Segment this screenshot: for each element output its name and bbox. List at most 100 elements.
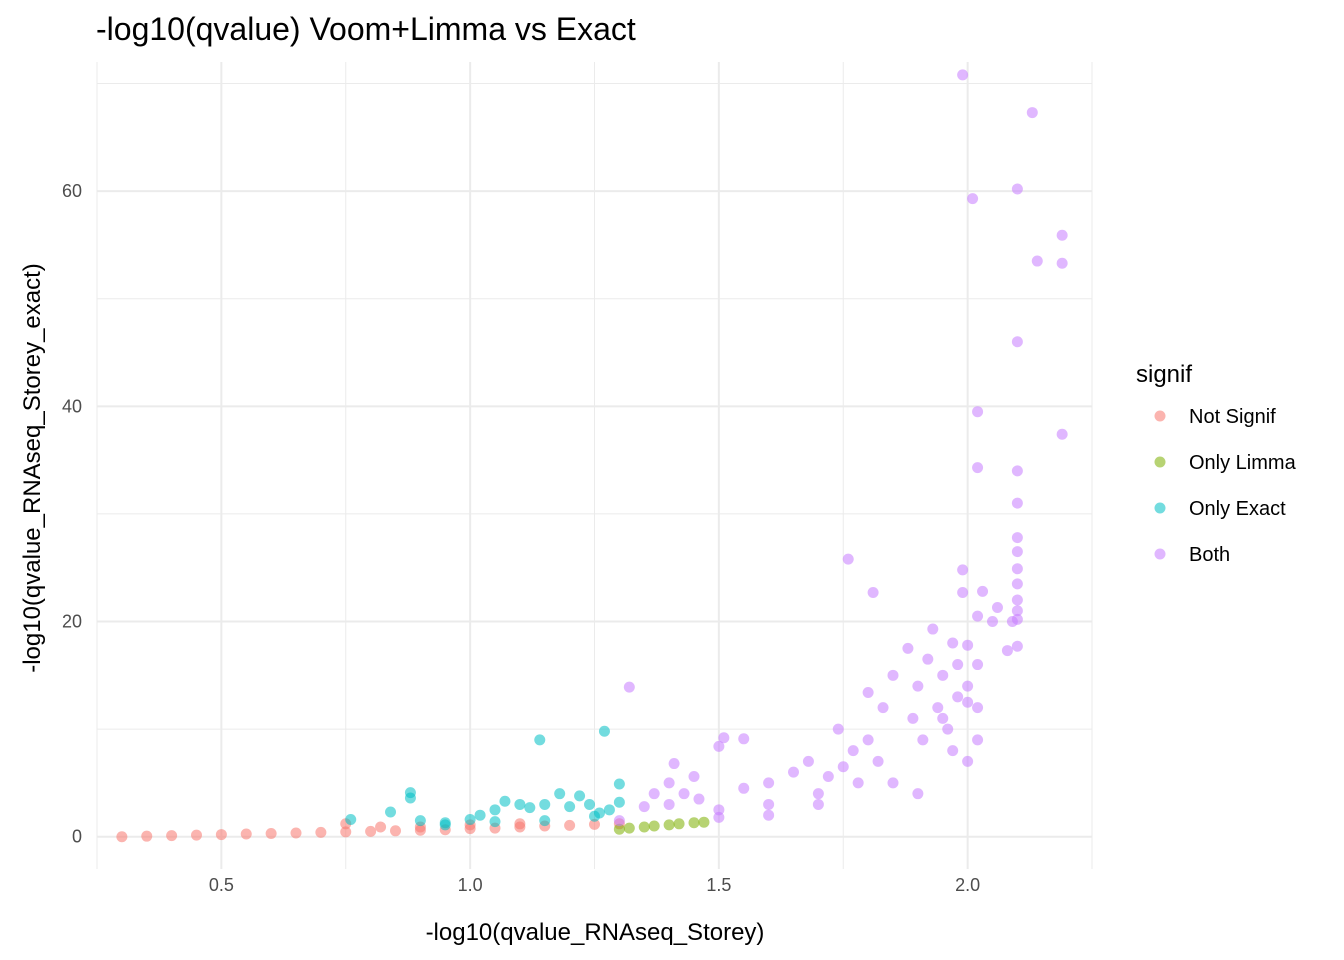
data-point <box>404 792 416 804</box>
legend-key <box>1154 410 1166 422</box>
data-point <box>922 653 934 665</box>
data-point <box>613 778 625 790</box>
data-point <box>987 616 998 628</box>
data-point <box>240 828 252 840</box>
data-point <box>116 831 128 843</box>
data-point <box>191 829 202 841</box>
data-point <box>927 623 939 635</box>
data-point <box>663 798 675 810</box>
data-point <box>375 821 387 833</box>
data-point <box>932 702 944 714</box>
data-point <box>977 585 989 597</box>
data-point <box>812 798 824 810</box>
data-point <box>663 819 675 831</box>
data-point <box>603 804 615 816</box>
data-point <box>564 819 576 831</box>
data-point <box>1011 465 1023 477</box>
legend-label: Both <box>1189 544 1230 566</box>
legend-title: signif <box>1136 361 1192 388</box>
data-point <box>464 814 476 826</box>
data-point <box>842 553 854 565</box>
data-point <box>613 796 625 808</box>
data-point <box>693 793 705 805</box>
data-point <box>598 725 610 737</box>
data-point <box>623 822 635 834</box>
data-point <box>345 814 357 826</box>
data-point <box>937 712 949 724</box>
data-point <box>1011 183 1023 195</box>
legend-key <box>1154 456 1166 468</box>
legend-label: Only Exact <box>1189 498 1286 520</box>
data-point <box>638 821 650 833</box>
data-point <box>698 816 710 828</box>
data-point <box>957 564 969 576</box>
data-point <box>265 827 277 839</box>
data-point <box>991 602 1003 614</box>
data-point <box>902 642 914 654</box>
x-tick-label: 0.5 <box>209 875 234 895</box>
data-point <box>638 801 650 813</box>
data-point <box>1001 645 1013 657</box>
x-tick-label: 1.5 <box>706 875 731 895</box>
data-point <box>1056 257 1068 269</box>
data-point <box>972 702 984 714</box>
data-point <box>962 696 974 708</box>
x-tick-label: 2.0 <box>955 875 980 895</box>
x-axis-tick-labels: 0.5 1.0 1.5 2.0 <box>209 875 980 895</box>
data-point <box>957 69 969 81</box>
y-tick-label: 40 <box>62 396 82 416</box>
data-point <box>713 804 725 816</box>
data-point <box>952 691 964 703</box>
series-only-limma <box>613 816 710 835</box>
data-point <box>1011 497 1023 509</box>
data-point <box>489 816 501 828</box>
data-point <box>852 777 864 789</box>
data-point <box>763 809 775 821</box>
data-point <box>688 770 700 782</box>
data-point <box>962 680 974 692</box>
data-point <box>812 788 824 800</box>
data-point <box>414 815 426 827</box>
data-point <box>713 811 725 823</box>
data-point <box>141 830 153 842</box>
data-point <box>972 462 984 474</box>
data-point <box>439 819 451 831</box>
y-axis-title: -log10(qvalue_RNAseq_Storey_exact) <box>19 263 46 673</box>
data-point <box>937 669 949 681</box>
data-point <box>1011 640 1023 652</box>
data-point <box>877 702 889 714</box>
data-point <box>947 745 959 757</box>
data-point <box>688 817 700 829</box>
legend-key <box>1154 548 1166 560</box>
y-axis-tick-labels: 0 20 40 60 <box>62 181 82 847</box>
data-point <box>678 788 690 800</box>
data-point <box>867 586 879 598</box>
data-point <box>738 782 750 794</box>
data-point <box>967 193 979 205</box>
legend: signif Not Signif Only Limma Only Exact Bot… <box>1136 361 1297 566</box>
data-point <box>290 827 302 839</box>
data-point <box>390 825 401 837</box>
data-point <box>962 639 974 651</box>
data-point <box>872 755 884 767</box>
data-point <box>1011 563 1023 575</box>
data-point <box>385 806 397 818</box>
data-point <box>763 798 775 810</box>
data-point <box>952 659 964 671</box>
data-point <box>1011 605 1023 617</box>
data-point <box>564 801 576 813</box>
data-point <box>673 818 685 830</box>
data-point <box>1011 613 1023 625</box>
y-tick-label: 60 <box>62 181 82 201</box>
data-point <box>554 788 566 800</box>
data-point <box>613 823 625 835</box>
data-point <box>574 790 586 802</box>
data-point <box>1011 532 1023 544</box>
data-point <box>917 734 929 746</box>
data-point <box>215 829 227 841</box>
data-point <box>514 818 526 830</box>
data-point <box>832 723 844 735</box>
y-tick-label: 0 <box>72 827 82 847</box>
data-point <box>524 802 536 814</box>
data-point <box>972 659 984 671</box>
